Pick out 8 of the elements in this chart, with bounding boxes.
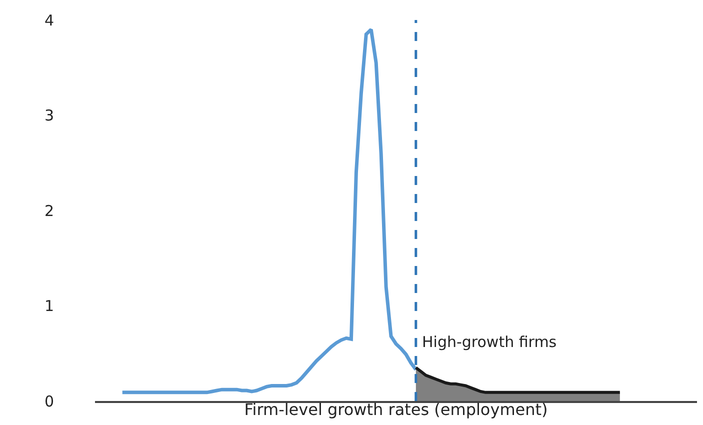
x-axis-title: Firm-level growth rates (employment) [244, 400, 548, 419]
line-series [120, 28, 418, 394]
annotation: High-growth firms [422, 333, 557, 351]
y-tick-label: 1 [44, 297, 54, 315]
y-tick-label: 2 [44, 202, 54, 220]
y-tick-label: 3 [44, 106, 54, 124]
y-tick-label: 0 [44, 392, 54, 410]
y-tick-label: 4 [44, 11, 54, 30]
